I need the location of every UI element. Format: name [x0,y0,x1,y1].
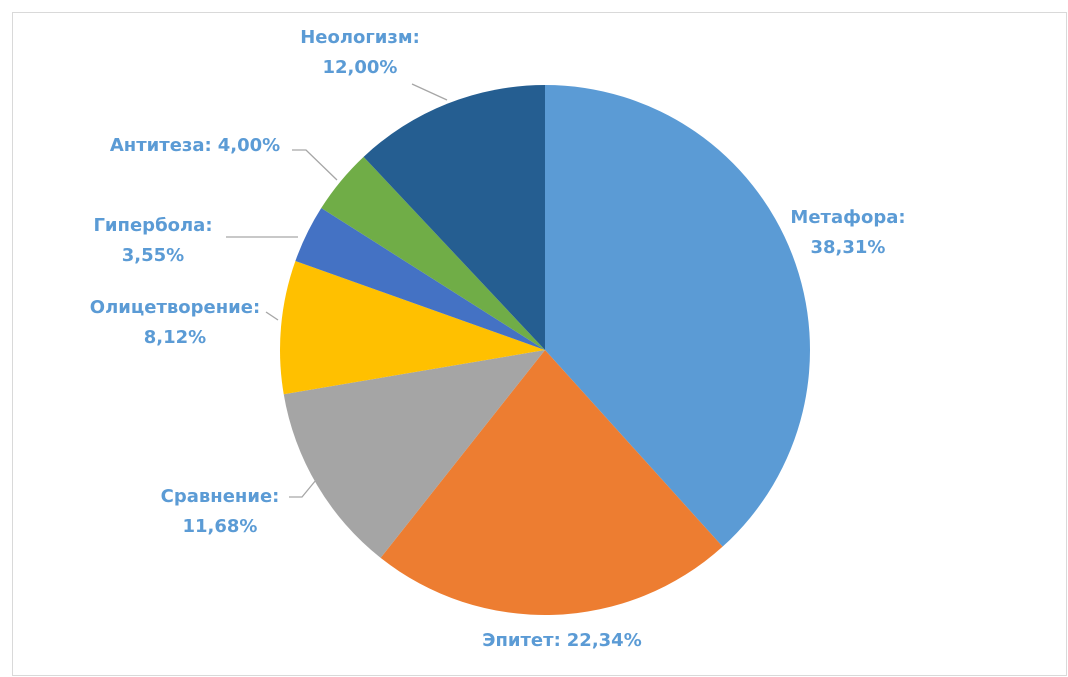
leader-lines [226,83,448,498]
leader-line [292,149,338,181]
data-label: Сравнение: 11,68% [161,486,280,537]
data-label: Метафора: 38,31% [790,207,905,258]
pie-slice [321,156,545,350]
value-label: 22,34% [567,630,642,651]
pie-slice [545,85,811,547]
data-label: Олицетворение: 8,12% [90,297,260,348]
data-label: Антитеза: 4,00% [110,135,280,156]
category-label: Гипербола: [93,215,212,236]
data-label: Эпитет: 22,34% [482,630,642,651]
pie-slice [279,261,545,395]
value-label: 4,00% [218,135,280,156]
data-label: Гипербола: 3,55% [93,215,212,266]
pie-slice [283,350,545,558]
value-label: 11,68% [183,516,258,537]
leader-line [289,479,317,498]
value-label: 12,00% [323,57,398,78]
category-label: Олицетворение: [90,297,260,318]
value-label: 3,55% [122,245,184,266]
pie [279,85,811,616]
category-label: Метафора: [790,207,905,228]
pie-slice [380,350,723,616]
pie-slice [363,85,545,350]
category-label: Эпитет: [482,630,561,651]
leader-line [265,311,279,321]
category-label: Неологизм: [300,27,420,48]
data-label: Неологизм: 12,00% [300,27,420,78]
category-label: Сравнение: [161,486,280,507]
leader-line [411,83,448,101]
value-label: 8,12% [144,327,206,348]
category-label: Антитеза: [110,135,212,156]
value-label: 38,31% [811,237,886,258]
pie-slice [295,208,545,350]
